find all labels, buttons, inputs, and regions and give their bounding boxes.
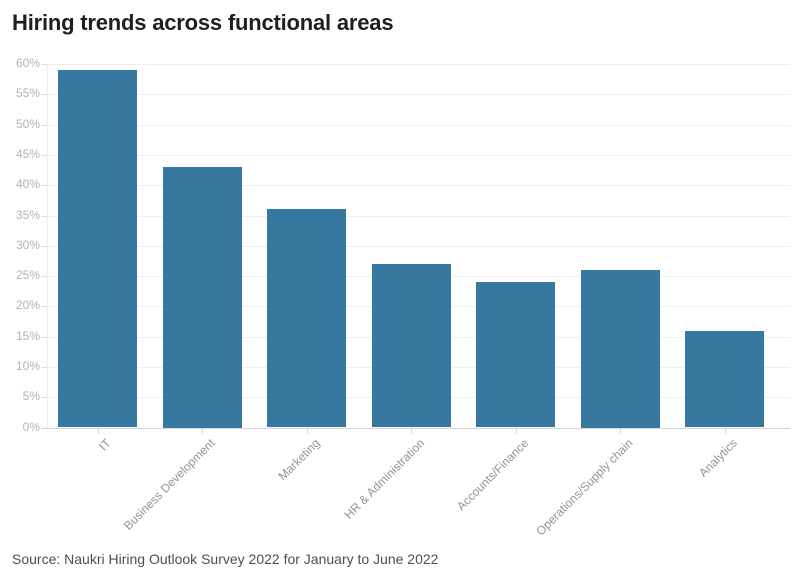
y-axis-label: 30%: [15, 237, 40, 252]
bar-it: [58, 70, 137, 428]
x-axis-tick: [620, 428, 621, 434]
y-axis-label: 5%: [22, 389, 40, 404]
y-axis-tick: [42, 94, 47, 96]
bar-business-development: [162, 167, 242, 428]
source-note: Source: Naukri Hiring Outlook Survey 202…: [12, 551, 439, 567]
y-axis-line: [47, 64, 48, 428]
y-axis-tick: [42, 154, 47, 156]
y-axis-label: 0%: [22, 419, 40, 434]
y-axis-label: 35%: [15, 207, 40, 222]
y-gridline: [47, 245, 790, 247]
chart-title: Hiring trends across functional areas: [12, 10, 394, 35]
y-gridline: [47, 94, 790, 96]
x-axis-tick: [724, 428, 726, 434]
y-axis-tick: [42, 397, 47, 399]
y-axis-label: 50%: [15, 116, 40, 131]
y-axis-label: 25%: [15, 268, 40, 282]
y-gridline: [47, 124, 790, 126]
x-axis-label: Analytics: [696, 436, 741, 480]
bar-operations-supply-chain: [580, 270, 660, 428]
y-axis-tick: [42, 245, 47, 247]
y-gridline: [47, 64, 790, 65]
y-axis-tick: [42, 276, 47, 277]
x-axis-label: Marketing: [275, 436, 323, 484]
bar-hr-administration: [371, 263, 451, 428]
x-axis-tick: [202, 428, 203, 434]
x-axis-tick: [411, 428, 412, 434]
x-axis-label: HR & Administration: [341, 436, 427, 522]
y-gridline: [47, 154, 790, 156]
x-axis-label: Business Development: [121, 436, 218, 533]
y-axis-tick: [42, 336, 47, 338]
x-axis-tick: [306, 428, 308, 434]
y-axis-tick: [42, 124, 47, 126]
y-axis-label: 10%: [15, 358, 40, 373]
y-axis-label: 40%: [15, 177, 40, 192]
y-axis-label: 15%: [15, 328, 40, 343]
y-axis-label: 60%: [15, 56, 40, 70]
y-gridline: [47, 215, 790, 217]
x-axis-line: [42, 427, 790, 429]
y-gridline: [47, 185, 790, 187]
bar-accounts-finance: [476, 282, 555, 428]
x-axis-label: Accounts/Finance: [454, 436, 532, 514]
y-axis-label: 55%: [15, 86, 40, 101]
y-axis-tick: [42, 215, 47, 217]
x-axis-tick: [97, 428, 99, 434]
y-axis-label: 20%: [15, 298, 40, 313]
bar-marketing: [267, 209, 346, 428]
y-axis-tick: [42, 64, 47, 65]
bar-analytics: [685, 330, 764, 428]
x-axis-label: IT: [95, 436, 114, 454]
x-axis-tick: [515, 428, 517, 434]
y-axis-tick: [42, 306, 47, 308]
y-axis-label: 45%: [15, 146, 40, 161]
x-axis-label: Operations/Supply chain: [533, 436, 636, 539]
y-axis-tick: [42, 366, 47, 368]
y-axis-tick: [42, 185, 47, 187]
